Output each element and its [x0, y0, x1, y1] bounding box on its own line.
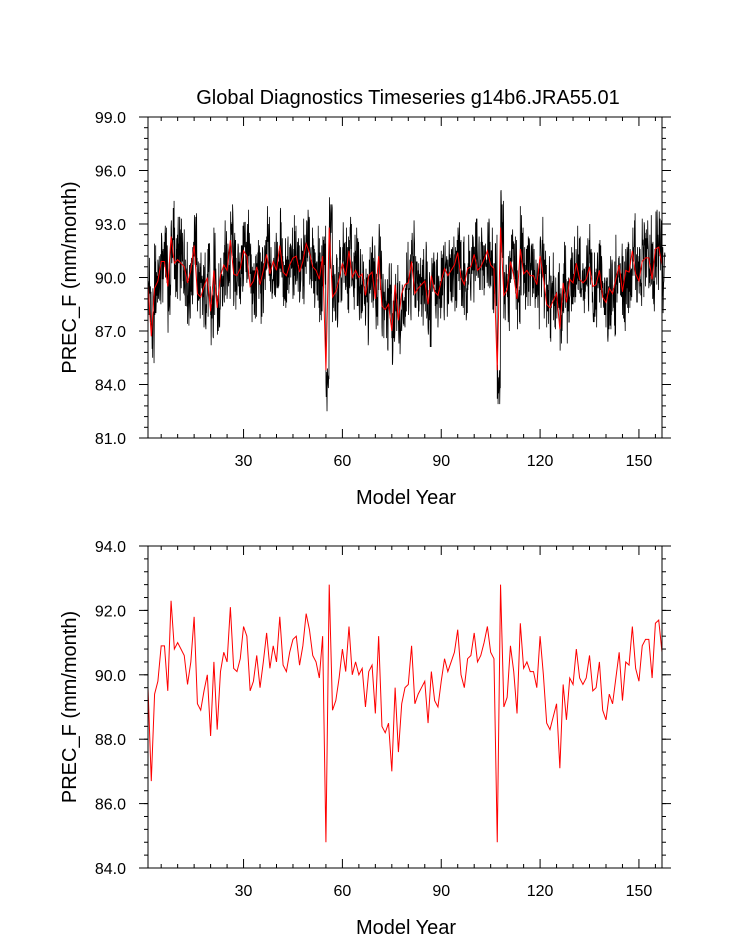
y-tick-label: 93.0 [95, 217, 126, 234]
bottom-panel: 30 60 90 120 150 84.0 86.0 88.0 90.0 92.0 94.0 Mode… [59, 539, 671, 939]
x-tick-label: 60 [333, 883, 351, 900]
y-tick-label: 81.0 [95, 431, 126, 448]
y-tick-label: 87.0 [95, 324, 126, 341]
y-tick-label: 90.0 [95, 668, 126, 685]
x-tick-label: 30 [235, 883, 253, 900]
x-tick-label: 150 [626, 453, 653, 470]
x-tick-label: 90 [432, 883, 450, 900]
x-axis-label: Model Year [356, 487, 456, 509]
y-axis-label: PREC_F (mm/month) [59, 611, 81, 803]
top-panel: 30 60 90 120 150 81.0 84.0 87.0 90.0 93.0 96.0 99.0… [59, 110, 671, 509]
y-tick-label: 99.0 [95, 110, 126, 127]
figure-title: Global Diagnostics Timeseries g14b6.JRA5… [196, 87, 620, 109]
monthly-series-line-0 [147, 190, 666, 412]
y-tick-label: 84.0 [95, 378, 126, 395]
y-tick-label: 88.0 [95, 732, 126, 749]
annual-series-line-1 [147, 584, 663, 843]
x-tick-label: 120 [527, 883, 554, 900]
y-tick-label: 86.0 [95, 797, 126, 814]
annual-series-line-0 [147, 227, 663, 371]
x-tick-label: 150 [626, 883, 653, 900]
plot-frame-1 [147, 545, 663, 869]
x-tick-label: 120 [527, 453, 554, 470]
y-tick-label: 92.0 [95, 603, 126, 620]
y-tick-label: 96.0 [95, 164, 126, 181]
x-tick-label: 60 [333, 453, 351, 470]
x-tick-label: 90 [432, 453, 450, 470]
x-axis-label: Model Year [356, 917, 456, 939]
x-tick-label: 30 [235, 453, 253, 470]
y-tick-label: 90.0 [95, 271, 126, 288]
y-tick-label: 94.0 [95, 539, 126, 556]
y-tick-label: 84.0 [95, 861, 126, 878]
y-axis-label: PREC_F (mm/month) [59, 181, 81, 373]
